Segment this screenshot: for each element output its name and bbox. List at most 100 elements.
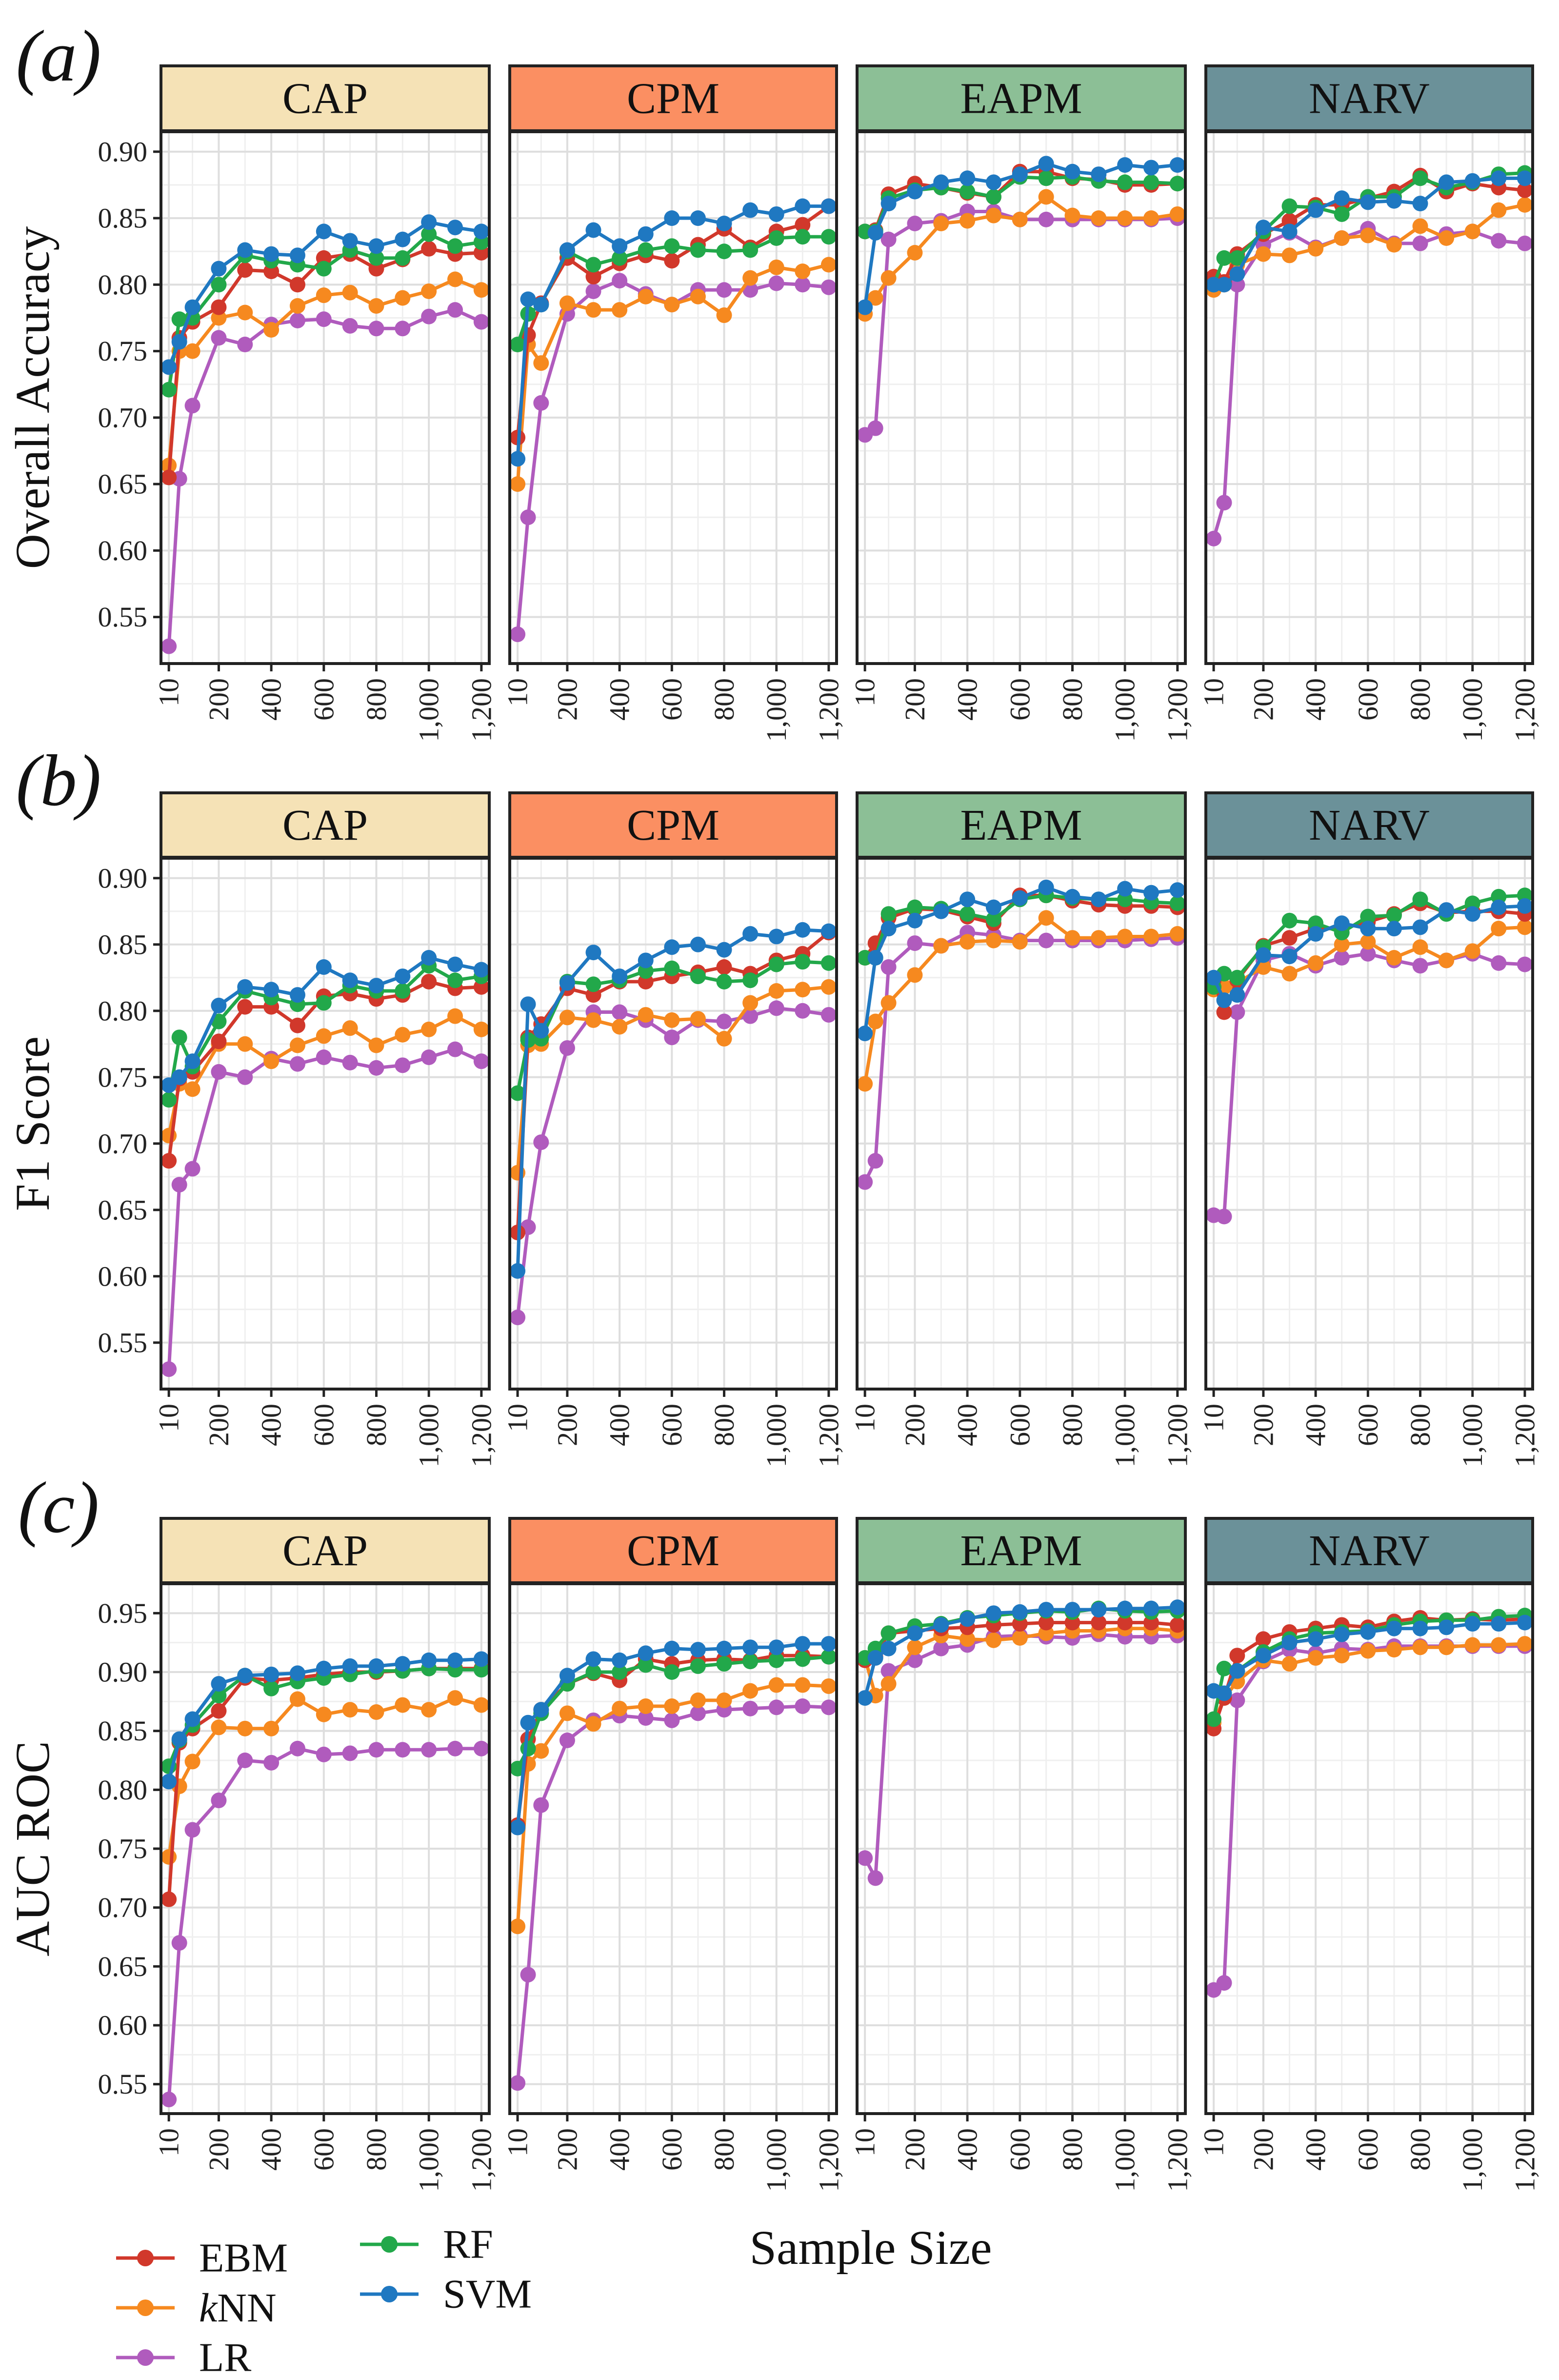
data-point	[559, 1009, 575, 1026]
data-point	[857, 1076, 873, 1092]
data-point	[585, 302, 601, 318]
data-point	[820, 229, 837, 245]
data-point	[867, 950, 883, 966]
data-point	[395, 968, 411, 985]
data-point	[263, 1755, 280, 1771]
data-point	[263, 1053, 280, 1069]
data-point	[473, 1740, 489, 1756]
x-tick-label: 1,000	[1109, 678, 1141, 742]
data-point	[1464, 1616, 1480, 1632]
data-point	[664, 1012, 680, 1028]
data-point	[1255, 220, 1271, 236]
data-point	[316, 1746, 332, 1762]
data-point	[1360, 908, 1376, 925]
y-tick-label: 0.80	[98, 269, 148, 301]
data-point	[1517, 956, 1533, 972]
series-svm	[161, 950, 489, 1093]
data-point	[473, 282, 489, 298]
data-point	[1517, 197, 1533, 213]
data-point	[867, 1870, 883, 1886]
data-point	[585, 257, 601, 273]
y-tick-label: 0.95	[98, 1597, 148, 1629]
data-point	[857, 1850, 873, 1866]
data-point	[447, 1008, 463, 1024]
data-point	[690, 936, 706, 952]
data-point	[161, 1891, 177, 1907]
data-point	[289, 987, 305, 1003]
panel-background	[161, 858, 489, 1389]
data-point	[1334, 915, 1350, 931]
data-point	[716, 973, 732, 989]
data-point	[289, 298, 305, 314]
data-point	[1360, 1624, 1376, 1640]
data-point	[907, 899, 923, 915]
data-point	[664, 1640, 680, 1656]
data-point	[1117, 1600, 1133, 1616]
data-point	[368, 1658, 384, 1674]
data-point	[1117, 1614, 1133, 1631]
data-point	[171, 311, 187, 327]
data-point	[716, 216, 732, 232]
legend-item-svm: SVM	[360, 2272, 532, 2317]
data-point	[171, 1177, 187, 1193]
facet-strip	[160, 1517, 491, 1584]
data-point	[768, 928, 784, 945]
facet-strip	[1204, 791, 1534, 859]
data-point	[795, 1651, 811, 1667]
x-tick-label: 200	[1247, 678, 1279, 721]
data-point	[795, 198, 811, 214]
data-point	[742, 926, 759, 942]
x-tick-label: 10	[1198, 2128, 1230, 2157]
data-point	[395, 1697, 411, 1713]
data-point	[289, 1665, 305, 1681]
data-point	[520, 1740, 536, 1756]
data-point	[447, 1041, 463, 1057]
x-tick-label: 600	[656, 1404, 688, 1446]
data-point	[1064, 888, 1080, 905]
data-point	[1334, 230, 1350, 246]
data-point	[1169, 1599, 1185, 1615]
data-point	[1360, 227, 1376, 243]
data-point	[664, 939, 680, 955]
panel-border	[508, 130, 838, 665]
x-tick-label: 600	[1352, 2128, 1384, 2171]
data-point	[1143, 174, 1159, 190]
data-point	[795, 1698, 811, 1714]
data-point	[1412, 891, 1428, 908]
data-point	[1064, 1602, 1080, 1618]
data-point	[867, 225, 883, 241]
data-point	[985, 932, 1001, 948]
legend-marker	[381, 2286, 398, 2302]
x-tick-label: 1,000	[760, 2128, 792, 2192]
x-tick-label: 10	[1198, 1404, 1230, 1432]
data-point	[184, 1711, 200, 1727]
data-point	[342, 318, 358, 334]
data-point	[664, 960, 680, 976]
y-tick-label: 0.80	[98, 995, 148, 1027]
data-point	[510, 1918, 526, 1935]
panel-eapm: EAPM 10 200 400 600 800 1,000 1,200	[849, 791, 1193, 1468]
data-point	[880, 270, 897, 286]
data-point	[880, 1640, 897, 1656]
x-tick-label: 600	[1352, 678, 1384, 721]
data-point	[316, 959, 332, 975]
x-tick-label: 800	[360, 1404, 392, 1446]
data-point	[933, 216, 949, 232]
data-point	[211, 261, 227, 277]
legend-marker	[381, 2236, 398, 2253]
data-point	[933, 1617, 949, 1633]
data-point	[237, 262, 253, 278]
x-tick-label: 400	[604, 1404, 636, 1446]
data-point	[1038, 910, 1054, 926]
data-point	[421, 241, 437, 257]
data-point	[585, 269, 601, 285]
data-point	[1386, 907, 1402, 923]
data-point	[184, 1053, 200, 1069]
data-point	[1255, 1631, 1271, 1647]
data-point	[907, 935, 923, 951]
panel-cap: CAP 10 200 400 600 800 1,000 1,200 0.55 0.60 0.65 0…	[98, 791, 497, 1468]
legend-item-lr: LR	[116, 2335, 251, 2380]
data-point	[1038, 1602, 1054, 1618]
data-point	[211, 1793, 227, 1809]
data-point	[1117, 174, 1133, 190]
